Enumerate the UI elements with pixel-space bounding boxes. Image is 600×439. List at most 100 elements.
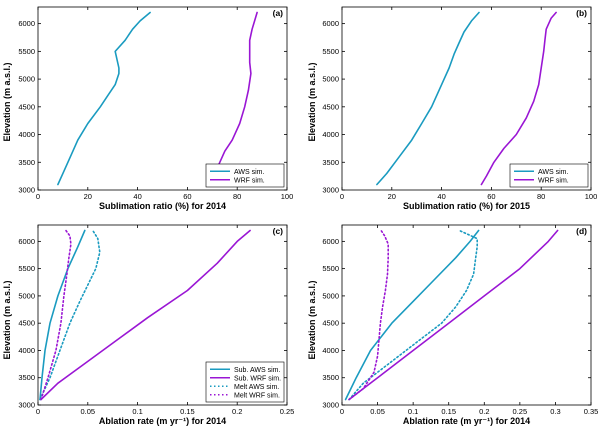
series-line-a-2	[214, 11, 258, 186]
series-line-b-1	[376, 11, 480, 186]
x-tick-label-c: 0.25	[280, 407, 295, 416]
y-tick-label-b: 4500	[322, 102, 339, 111]
y-tick-label-d: 4000	[322, 346, 339, 355]
legend-label-b: AWS sim.	[538, 169, 569, 176]
series-line-a-1	[57, 11, 151, 186]
y-tick-label-b: 5000	[322, 75, 339, 84]
x-tick-label-d: 0.1	[408, 407, 418, 416]
legend-box-b	[509, 163, 589, 188]
legend-label-c: Melt WRF sim.	[234, 392, 280, 399]
y-tick-label-a: 5000	[18, 75, 35, 84]
x-tick-label-d: 0	[340, 407, 344, 416]
y-tick-label-d: 3000	[322, 401, 339, 410]
y-tick-label-c: 4000	[18, 346, 35, 355]
x-tick-label-a: 20	[84, 192, 92, 201]
y-tick-label-b: 4000	[322, 130, 339, 139]
y-tick-label-c: 5000	[18, 291, 35, 300]
x-axis-label-d: Ablation rate (m yr⁻¹) for 2014	[403, 416, 530, 426]
series-line-c-1	[39, 229, 86, 401]
legend-a: AWS sim.WRF sim.	[205, 163, 285, 188]
y-axis-label-top-right: Elevation (m a.s.l.)	[307, 62, 317, 141]
y-tick-label-c: 3500	[18, 373, 35, 382]
y-axis-label-bottom: Elevation (m a.s.l.)	[2, 280, 12, 359]
x-tick-label-c: 0.05	[80, 407, 95, 416]
y-tick-label-d: 3500	[322, 373, 339, 382]
panel-label-b: (b)	[576, 8, 587, 18]
x-tick-label-b: 100	[585, 192, 598, 201]
panel-label-c: (c)	[273, 226, 284, 236]
x-tick-label-d: 0.3	[550, 407, 560, 416]
y-tick-label-c: 5500	[18, 264, 35, 273]
x-tick-label-b: 40	[437, 192, 445, 201]
y-tick-label-a: 5500	[18, 47, 35, 56]
panel-a: 0 20 40 60 80 100 3000 3500 4000 4500 5000 5500 6000…	[18, 6, 294, 211]
x-tick-label-a: 0	[36, 192, 40, 201]
y-tick-label-a: 4500	[18, 102, 35, 111]
y-tick-label-b: 6000	[322, 19, 339, 28]
y-tick-label-a: 4000	[18, 130, 35, 139]
y-tick-label-b: 3500	[322, 158, 339, 167]
y-tick-label-d: 4500	[322, 319, 339, 328]
x-tick-label-d: 0.2	[479, 407, 489, 416]
plot-frame-a	[37, 6, 288, 191]
y-tick-label-d: 6000	[322, 237, 339, 246]
x-axis-label-a: Sublimation ratio (%) for 2014	[99, 201, 226, 211]
y-tick-label-c: 4500	[18, 319, 35, 328]
x-tick-label-c: 0.1	[132, 407, 142, 416]
x-tick-label-b: 20	[388, 192, 396, 201]
x-tick-label-d: 0.35	[584, 407, 599, 416]
plot-frame-d	[341, 224, 592, 406]
y-tick-label-b: 5500	[322, 47, 339, 56]
y-tick-label-d: 5500	[322, 264, 339, 273]
plot-frame-b	[341, 6, 592, 191]
y-tick-label-a: 3000	[18, 186, 35, 195]
x-tick-label-c: 0.2	[232, 407, 242, 416]
y-tick-label-a: 3500	[18, 158, 35, 167]
series-line-d-3	[348, 229, 479, 401]
series-line-d-4	[348, 229, 390, 401]
legend-b: AWS sim.WRF sim.	[509, 163, 589, 188]
x-axis-label-c: Ablation rate (m yr⁻¹) for 2014	[99, 416, 226, 426]
x-tick-label-c: 0.15	[180, 407, 195, 416]
panel-d: 0 0.05 0.1 0.15 0.2 0.25 0.3 0.35 3000 3500 4000 45…	[322, 224, 599, 426]
series-line-c-3	[39, 229, 101, 401]
x-tick-label-a: 40	[133, 192, 141, 201]
legend-label-a: WRF sim.	[234, 177, 265, 184]
legend-c: Sub. AWS sim.Sub. WRF sim. Melt AWS sim.M…	[205, 361, 285, 403]
x-tick-label-c: 0	[36, 407, 40, 416]
legend-label-c: Melt AWS sim.	[234, 384, 279, 391]
legend-label-c: Sub. AWS sim.	[234, 367, 280, 374]
legend-label-b: WRF sim.	[538, 177, 569, 184]
x-tick-label-d: 0.25	[513, 407, 528, 416]
y-tick-label-c: 3000	[18, 401, 35, 410]
panel-label-a: (a)	[273, 8, 284, 18]
x-tick-label-b: 0	[340, 192, 344, 201]
series-line-d-2	[348, 229, 559, 401]
x-tick-label-b: 60	[487, 192, 495, 201]
panel-label-d: (d)	[576, 226, 587, 236]
y-tick-label-d: 5000	[322, 291, 339, 300]
y-tick-label-a: 6000	[18, 19, 35, 28]
legend-box-a	[205, 163, 285, 188]
x-tick-label-d: 0.15	[441, 407, 456, 416]
panel-c: 0 0.05 0.1 0.15 0.2 0.25 3000 3500 4000 4500 5000 5…	[18, 224, 295, 426]
x-tick-label-a: 80	[233, 192, 241, 201]
x-axis-label-b: Sublimation ratio (%) for 2015	[403, 201, 530, 211]
legend-label-c: Sub. WRF sim.	[234, 375, 281, 382]
series-line-c-2	[40, 229, 251, 401]
series-line-d-1	[344, 229, 480, 401]
x-tick-label-a: 60	[183, 192, 191, 201]
legend-label-a: AWS sim.	[234, 169, 265, 176]
x-tick-label-b: 80	[537, 192, 545, 201]
x-tick-label-d: 0.05	[370, 407, 385, 416]
y-axis-label-top: Elevation (m a.s.l.)	[2, 62, 12, 141]
plot-frame-c	[37, 224, 288, 406]
panel-b: 0 20 40 60 80 100 3000 3500 4000 4500 5000 5500 6000…	[322, 6, 598, 211]
y-tick-label-c: 6000	[18, 237, 35, 246]
x-tick-label-a: 100	[281, 192, 294, 201]
y-axis-label-bottom-right: Elevation (m a.s.l.)	[307, 280, 317, 359]
y-tick-label-b: 3000	[322, 186, 339, 195]
series-line-c-4	[40, 229, 72, 401]
series-line-b-2	[480, 11, 557, 186]
